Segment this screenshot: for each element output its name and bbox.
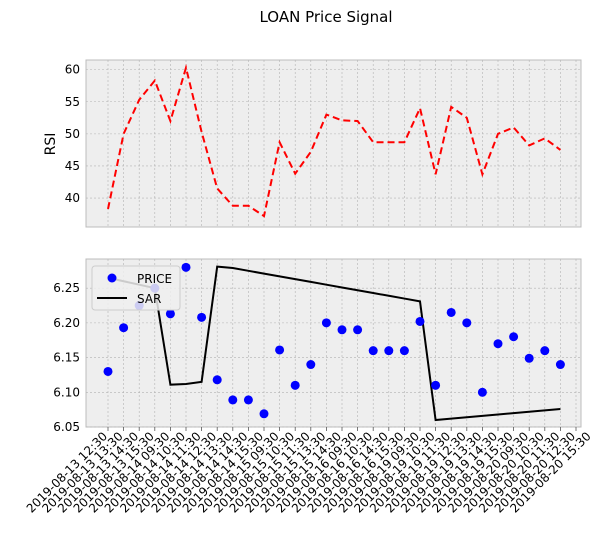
rsi-y-ticks: 40 45 50 55 60 — [65, 63, 80, 205]
price-point — [477, 387, 487, 397]
rsi-y-tick-label: 50 — [65, 127, 80, 141]
price-point — [197, 312, 207, 322]
rsi-y-tick-label: 45 — [65, 159, 80, 173]
price-point — [431, 380, 441, 390]
price-y-ticks: 6.05 6.10 6.15 6.20 6.25 — [53, 281, 80, 434]
price-point — [321, 318, 331, 328]
price-point — [446, 307, 456, 317]
price-point — [165, 309, 175, 319]
legend-price-marker — [107, 273, 117, 283]
price-point — [415, 316, 425, 326]
rsi-axis-label: RSI — [43, 133, 59, 156]
rsi-line — [107, 63, 561, 218]
sar-series — [107, 265, 561, 422]
rsi-plot-area — [85, 59, 582, 228]
price-point — [509, 332, 519, 342]
price-y-tick-label: 6.20 — [53, 316, 80, 330]
price-point — [181, 262, 191, 272]
price-panel: 6.05 6.10 6.15 6.20 6.25 2019-08-13 12:30201… — [24, 258, 591, 516]
price-y-tick-label: 6.05 — [53, 420, 80, 434]
sar-line — [107, 265, 561, 422]
price-point — [540, 346, 550, 356]
price-point — [275, 345, 285, 355]
legend-price-label: PRICE — [137, 272, 172, 286]
price-point — [384, 346, 394, 356]
price-point — [103, 366, 113, 376]
price-point — [368, 346, 378, 356]
price-point — [212, 375, 222, 385]
price-y-tick-label: 6.15 — [53, 351, 80, 365]
price-grid — [86, 259, 581, 428]
rsi-panel: 40 45 50 55 60 RSI — [43, 59, 582, 228]
price-point — [493, 339, 503, 349]
price-point — [555, 360, 565, 370]
chart-title: LOAN Price Signal — [259, 8, 392, 26]
price-y-tick-label: 6.10 — [53, 385, 80, 399]
price-point — [290, 380, 300, 390]
price-point — [228, 395, 238, 405]
price-point — [399, 346, 409, 356]
price-point — [259, 409, 269, 419]
price-point — [524, 353, 534, 363]
price-point — [337, 325, 347, 335]
rsi-y-tick-label: 55 — [65, 95, 80, 109]
rsi-y-tick-label: 40 — [65, 191, 80, 205]
price-point — [119, 323, 129, 333]
legend: PRICE SAR — [91, 265, 181, 311]
price-point — [306, 360, 316, 370]
price-point — [462, 318, 472, 328]
legend-sar-label: SAR — [137, 292, 161, 306]
rsi-series — [107, 63, 561, 218]
price-y-tick-label: 6.25 — [53, 281, 80, 295]
price-point — [243, 395, 253, 405]
rsi-y-tick-label: 60 — [65, 63, 80, 77]
price-point — [353, 325, 363, 335]
